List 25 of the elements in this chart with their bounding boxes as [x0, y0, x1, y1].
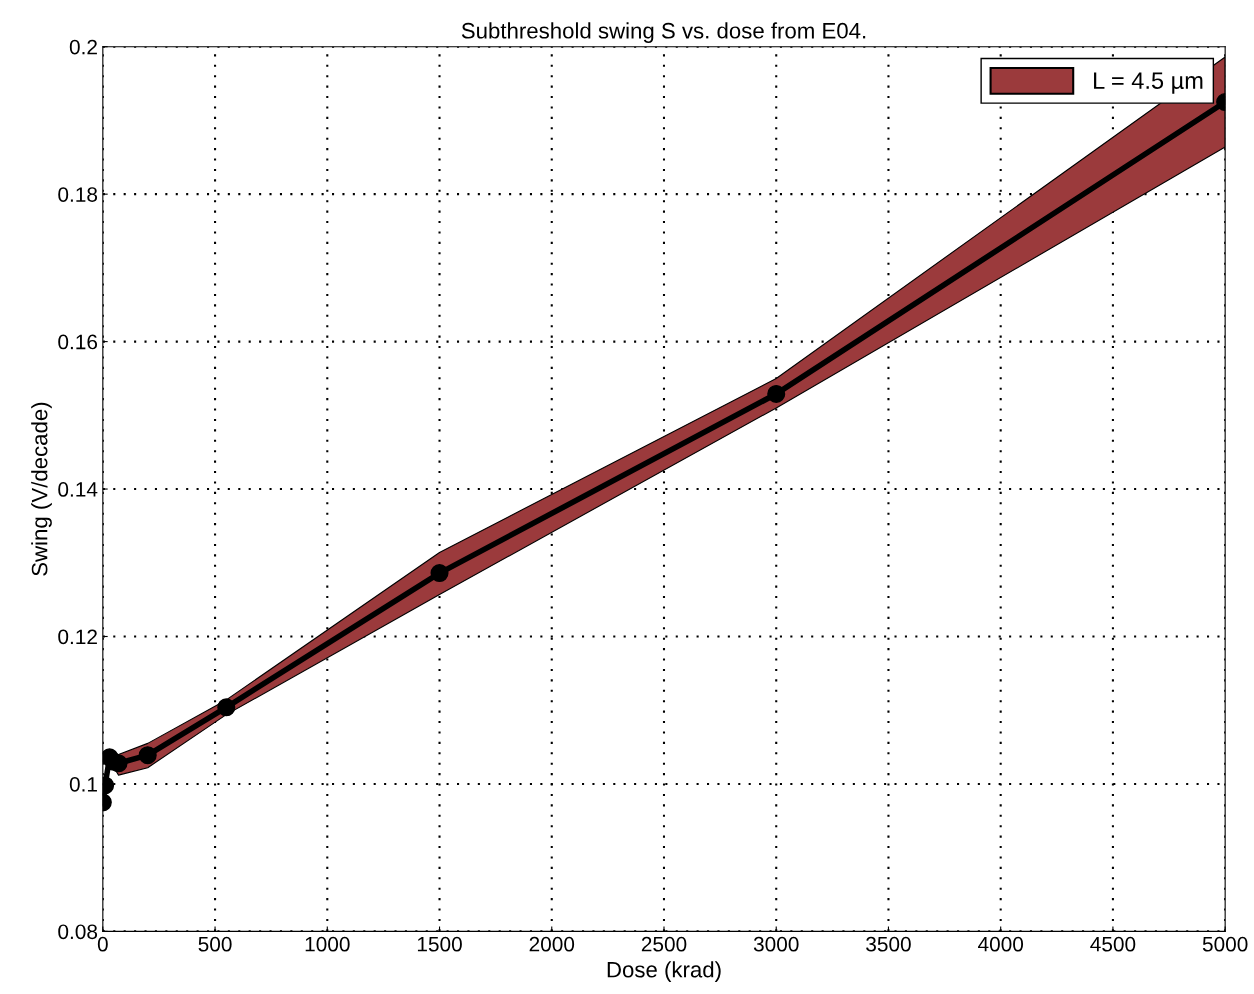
y-tick-label: 0.14	[58, 482, 98, 497]
point	[217, 698, 236, 717]
chart-title: Subthreshold swing S vs. dose from E04.	[461, 22, 866, 43]
y-tick-label: 0.1	[69, 776, 97, 792]
x-tick-label: 3500	[866, 936, 911, 952]
x-tick-label: 4500	[1090, 936, 1136, 952]
x-tick-label: 1000	[305, 936, 350, 952]
point	[138, 746, 157, 765]
y-tick-label: 0.18	[58, 187, 98, 202]
x-tick-label: 0	[97, 936, 108, 952]
x-tick-label: 4000	[978, 936, 1024, 952]
x-tick-label: 2000	[529, 936, 575, 952]
y-tick-label: 0.08	[58, 924, 98, 940]
x-tick-label: 2500	[641, 936, 687, 952]
x-tick-label: 1500	[417, 936, 462, 952]
legend-label: L = 4.5 µm	[1094, 72, 1203, 94]
point	[430, 564, 449, 583]
y-axis-title: Swing (V/decade)	[31, 402, 52, 576]
y-tick-label: 0.12	[58, 629, 97, 645]
x-axis-title: Dose (krad)	[607, 961, 721, 982]
x-tick-label: 500	[198, 936, 232, 952]
y-tick-label: 0.2	[69, 39, 97, 55]
x-tick-label: 5000	[1202, 936, 1248, 952]
x-tick-label: 3000	[753, 936, 799, 952]
y-tick-label: 0.16	[58, 334, 98, 350]
